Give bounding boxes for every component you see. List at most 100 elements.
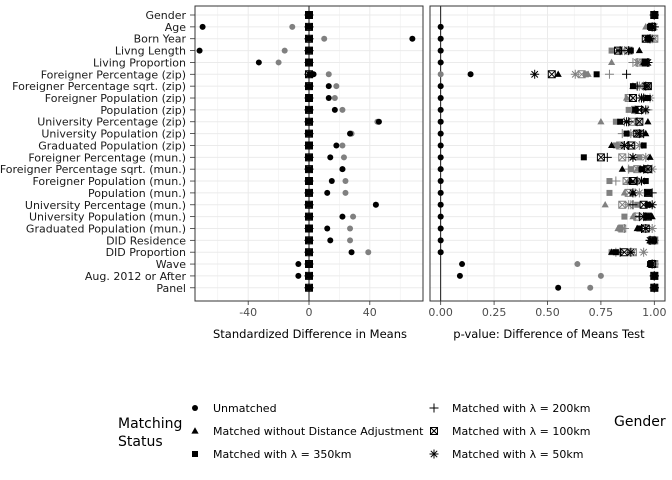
- data-point: [635, 46, 643, 54]
- data-point: [347, 237, 354, 244]
- data-point: [304, 34, 314, 44]
- data-point: [375, 118, 382, 125]
- legend-label: Unmatched: [213, 402, 277, 415]
- data-point: [437, 47, 444, 54]
- data-point: [636, 154, 643, 161]
- y-tick-label: Foreigner Percentage sqrt. (mun.): [0, 163, 186, 176]
- data-point: [555, 284, 562, 291]
- data-point: [331, 106, 338, 113]
- x-tick-label: 0.50: [535, 306, 560, 319]
- x-tick-label: -40: [239, 306, 257, 319]
- data-point: [437, 59, 444, 66]
- data-point: [304, 247, 314, 257]
- y-tick-label: Panel: [156, 282, 186, 295]
- y-tick-label: University Percentage (zip): [37, 116, 186, 129]
- data-point: [641, 223, 651, 233]
- data-point: [437, 95, 444, 102]
- data-point: [437, 178, 444, 185]
- data-point: [304, 212, 314, 222]
- data-point: [348, 249, 355, 256]
- data-point: [621, 213, 628, 220]
- data-point: [437, 118, 444, 125]
- data-point: [570, 69, 580, 79]
- data-point: [647, 22, 657, 32]
- data-point: [304, 152, 314, 162]
- data-point: [304, 105, 314, 115]
- y-tick-label: Graduated Population (zip): [38, 139, 186, 152]
- data-point: [612, 118, 619, 125]
- y-tick-label: University Population (mun.): [29, 211, 186, 224]
- data-point: [289, 23, 296, 30]
- y-tick-label: University Population (zip): [41, 128, 186, 141]
- chart-panels: -40 0 40 0.00 0.25 0.50 0.75 1.00: [194, 5, 667, 319]
- legend-items: Unmatched Matched without Distance Adjust…: [191, 402, 590, 461]
- panel-1: -40 0 40: [194, 5, 424, 319]
- data-point: [614, 46, 622, 55]
- data-point: [596, 153, 605, 162]
- data-point: [333, 142, 340, 149]
- legend-key-triangle: [191, 427, 199, 434]
- legend-key-star: [429, 449, 439, 459]
- data-point: [340, 154, 347, 161]
- data-point: [342, 189, 349, 196]
- data-point: [624, 46, 634, 56]
- x-tick-label: 0.25: [482, 306, 507, 319]
- data-point: [321, 35, 328, 42]
- y-tick-label: Born Year: [134, 33, 187, 46]
- data-point: [304, 46, 314, 56]
- y-tick-label: Livng Length: [115, 45, 186, 58]
- data-point: [324, 189, 331, 196]
- data-point: [634, 140, 644, 150]
- data-point: [580, 154, 587, 161]
- data-point: [304, 164, 314, 174]
- y-tick-label: Foreigner Population (zip): [45, 92, 186, 105]
- data-point: [437, 83, 444, 90]
- data-point: [637, 93, 646, 103]
- series-circle-gray: [275, 12, 381, 291]
- legend-label: Matched with λ = 200km: [452, 402, 590, 415]
- data-point: [618, 224, 627, 233]
- panel-2: 0.00 0.25 0.50 0.75 1.00: [428, 5, 667, 319]
- data-point: [304, 259, 314, 269]
- data-point: [327, 154, 334, 161]
- data-point: [641, 152, 651, 162]
- data-point: [304, 188, 314, 198]
- legend-gender-title: Gender: [614, 414, 666, 430]
- data-point: [618, 200, 627, 209]
- data-point: [574, 261, 581, 268]
- data-point: [628, 200, 638, 210]
- data-point: [645, 34, 655, 44]
- data-point: [437, 23, 444, 30]
- data-point: [628, 188, 638, 198]
- data-point: [295, 272, 302, 279]
- data-point: [437, 225, 444, 232]
- data-point: [333, 83, 340, 90]
- data-point: [255, 59, 262, 66]
- data-point: [634, 188, 644, 198]
- data-point: [347, 225, 354, 232]
- data-point: [325, 71, 332, 78]
- legend-item-boxx: Matched with λ = 100km: [430, 425, 590, 438]
- data-point: [304, 140, 314, 150]
- data-point: [626, 141, 635, 150]
- data-point: [618, 165, 626, 172]
- data-point: [640, 142, 647, 149]
- data-point: [437, 71, 444, 78]
- data-point: [639, 200, 648, 209]
- data-point: [409, 35, 416, 42]
- y-tick-label: Foreigner Population (mun.): [32, 175, 186, 188]
- data-point: [456, 272, 463, 279]
- series-star-black: [530, 10, 659, 293]
- y-tick-label: Foreigner Percentage sqrt. (zip): [12, 80, 186, 93]
- data-point: [339, 106, 346, 113]
- data-point: [347, 130, 354, 137]
- data-point: [304, 22, 314, 32]
- data-point: [645, 235, 655, 245]
- data-point: [601, 200, 609, 208]
- data-point: [467, 71, 474, 78]
- x-tick-label: 0.75: [589, 306, 614, 319]
- y-tick-label: Age: [165, 21, 187, 34]
- legend-key-circle: [192, 405, 198, 411]
- x-tick-label: 0: [306, 306, 313, 319]
